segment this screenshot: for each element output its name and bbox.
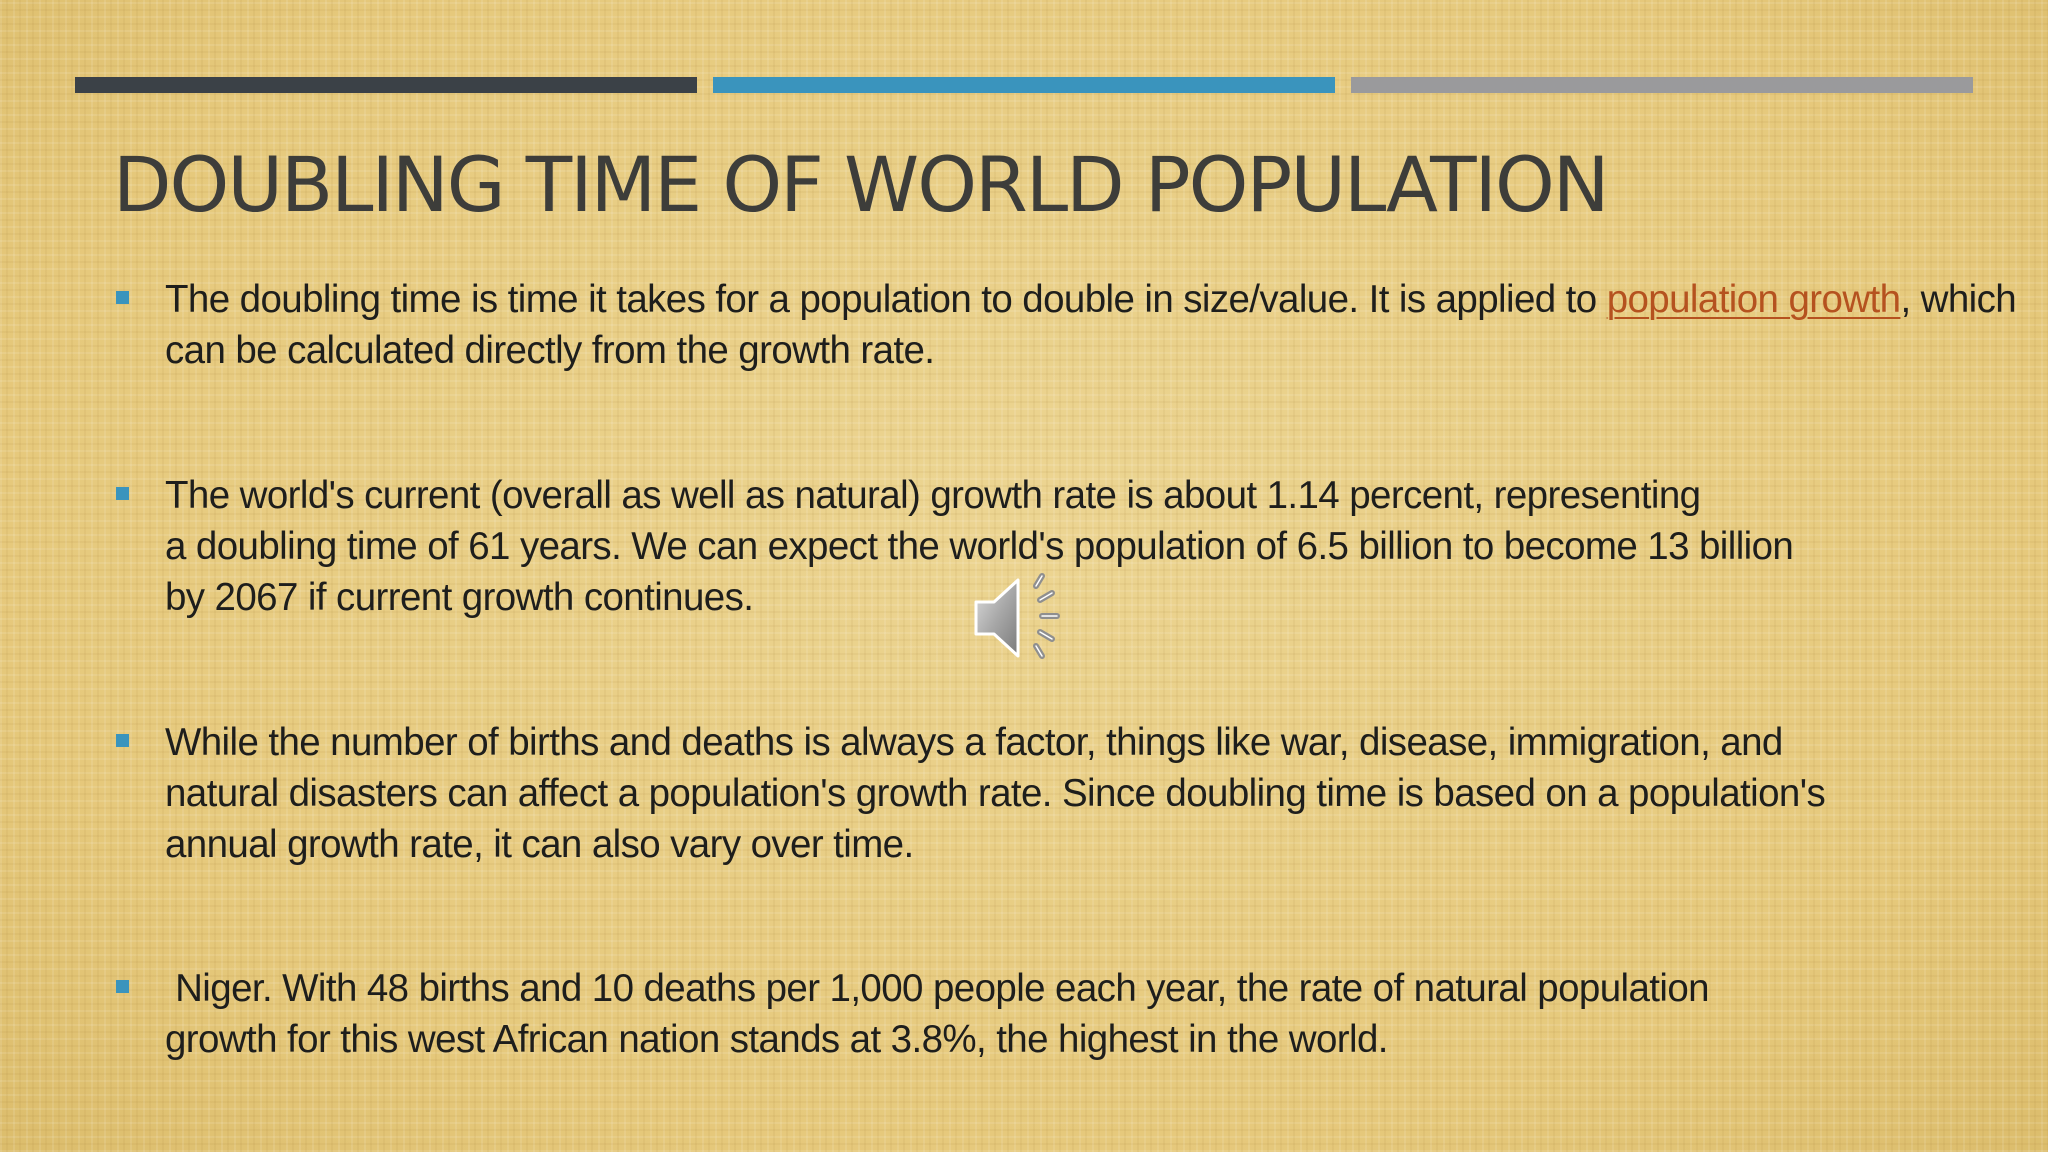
bullet-square-icon [116,487,129,500]
bullet-line: Niger. With 48 births and 10 deaths per … [165,967,1709,1010]
bullet-square-icon [116,291,129,304]
bullet-text: While the number of births and deaths is… [165,717,2045,870]
accent-bar-blue [713,77,1335,93]
bullet-square-icon [116,734,129,747]
bullet-line: growth for this west African nation stan… [165,1018,1388,1061]
bullet-text-segment: , which can be calculated directly from … [165,278,2017,372]
bullet-line: annual growth rate, it can also vary ove… [165,823,914,866]
bullet-square-icon [116,980,129,993]
slide-title: DOUBLING TIME OF WORLD POPULATION [113,140,1610,229]
bullet-text: The doubling time is time it takes for a… [165,274,2045,376]
speaker-icon[interactable] [968,568,1072,668]
population-growth-link[interactable]: population growth [1606,278,1901,321]
bullet-line: natural disasters can affect a populatio… [165,772,1826,815]
bullet-text: Niger. With 48 births and 10 deaths per … [165,963,2045,1065]
bullet-text-segment: The doubling time is time it takes for a… [165,278,1607,321]
bullet-text: The world's current (overall as well as … [165,470,2045,623]
bullet-line: The world's current (overall as well as … [165,474,1701,517]
accent-bar-gray [1351,77,1973,93]
accent-bar-dark [75,77,697,93]
bullet-line: While the number of births and deaths is… [165,721,1783,764]
bullet-line: by 2067 if current growth continues. [165,576,754,619]
bullet-line: a doubling time of 61 years. We can expe… [165,525,1794,568]
